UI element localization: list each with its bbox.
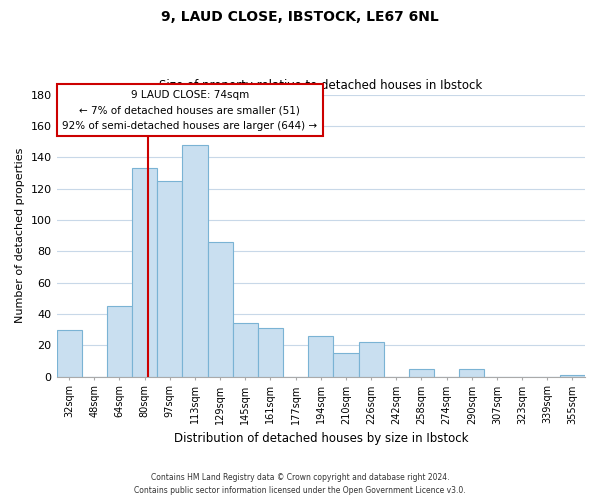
Bar	[359, 342, 383, 376]
Bar	[334, 353, 359, 376]
Bar	[560, 375, 585, 376]
Text: Contains HM Land Registry data © Crown copyright and database right 2024.
Contai: Contains HM Land Registry data © Crown c…	[134, 473, 466, 495]
Bar	[308, 336, 334, 376]
Bar	[233, 324, 258, 376]
Bar	[409, 369, 434, 376]
Bar	[258, 328, 283, 376]
Bar	[107, 306, 132, 376]
Bar	[208, 242, 233, 376]
X-axis label: Distribution of detached houses by size in Ibstock: Distribution of detached houses by size …	[173, 432, 468, 445]
Bar	[132, 168, 157, 376]
Title: Size of property relative to detached houses in Ibstock: Size of property relative to detached ho…	[159, 79, 482, 92]
Y-axis label: Number of detached properties: Number of detached properties	[15, 148, 25, 324]
Bar	[56, 330, 82, 376]
Text: 9 LAUD CLOSE: 74sqm
← 7% of detached houses are smaller (51)
92% of semi-detache: 9 LAUD CLOSE: 74sqm ← 7% of detached hou…	[62, 90, 317, 131]
Bar	[459, 369, 484, 376]
Bar	[182, 144, 208, 376]
Text: 9, LAUD CLOSE, IBSTOCK, LE67 6NL: 9, LAUD CLOSE, IBSTOCK, LE67 6NL	[161, 10, 439, 24]
Bar	[157, 181, 182, 376]
